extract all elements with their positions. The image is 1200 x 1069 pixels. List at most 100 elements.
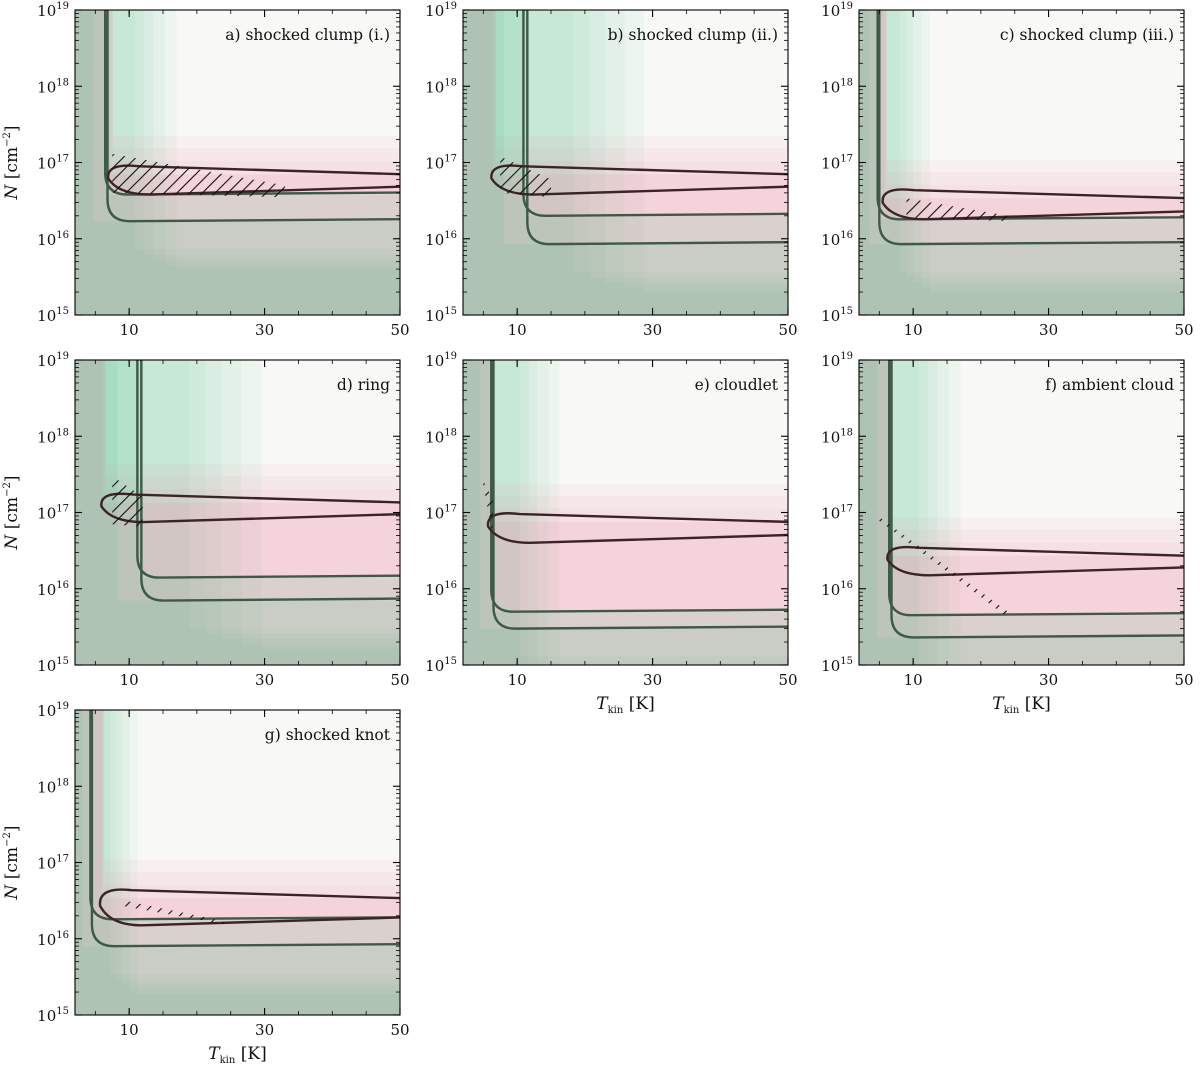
x-label-subscript: kin <box>220 1055 236 1066</box>
x-tick-label: 10 <box>904 671 923 689</box>
green-band-wide <box>463 10 788 315</box>
pink-band-outer <box>463 10 788 315</box>
hatched-region <box>906 198 1008 222</box>
y-tick-exponent: 16 <box>840 580 853 591</box>
green-band-wide <box>75 10 400 315</box>
y-tick-base: 10 <box>821 505 840 523</box>
green-band-outer <box>859 360 1184 665</box>
pink-band-outer <box>75 360 400 665</box>
y-tick-base: 10 <box>821 78 840 96</box>
y-tick-label: 1019 <box>37 701 69 720</box>
green-band-wide <box>463 360 788 665</box>
y-tick-label: 1018 <box>37 777 69 796</box>
green-band-outer <box>859 10 1184 315</box>
pink-band-outer <box>463 10 788 315</box>
pink-band-outer <box>75 710 400 1015</box>
y-tick-base: 10 <box>821 2 840 20</box>
y-tick-label: 1016 <box>821 230 853 249</box>
pink-contour <box>98 888 400 927</box>
y-tick-label: 1015 <box>37 656 69 675</box>
pink-band-core <box>75 10 400 315</box>
y-tick-base: 10 <box>37 155 56 173</box>
plot-area <box>463 360 788 665</box>
y-tick-label: 1018 <box>425 427 457 446</box>
y-tick-base: 10 <box>37 505 56 523</box>
y-tick-base: 10 <box>425 2 444 20</box>
pink-band-outer <box>859 10 1184 315</box>
x-tick-label: 30 <box>643 321 662 339</box>
x-tick-label: 50 <box>1174 321 1193 339</box>
green-band-outer <box>463 10 788 315</box>
x-tick-label: 10 <box>508 671 527 689</box>
y-axis-label: N [cm−2] <box>2 826 22 901</box>
pink-contour <box>886 545 1184 577</box>
x-tick-label: 50 <box>1174 671 1193 689</box>
pink-band-outer <box>75 360 400 665</box>
hatched-region <box>877 515 1008 618</box>
y-tick-label: 1015 <box>37 306 69 325</box>
green-band-outer <box>75 360 400 665</box>
y-tick-exponent: 17 <box>56 154 69 165</box>
y-tick-exponent: 15 <box>56 656 69 667</box>
green-band-wide <box>859 10 1184 315</box>
pink-band-outer <box>463 10 788 315</box>
green-contour-inner <box>103 10 400 196</box>
panel-title: e) cloudlet <box>695 376 779 394</box>
y-tick-exponent: 15 <box>444 656 457 667</box>
hatched-region <box>122 900 224 925</box>
x-tick-label: 10 <box>120 1021 139 1039</box>
x-label-subscript: kin <box>608 705 624 716</box>
y-tick-base: 10 <box>821 155 840 173</box>
green-band-outer <box>859 10 1184 315</box>
y-tick-label: 1016 <box>37 580 69 599</box>
green-band-outer <box>75 710 400 1015</box>
x-tick-label: 50 <box>778 321 797 339</box>
plot-background <box>463 360 788 665</box>
pink-band-core <box>75 360 400 665</box>
green-contour-outer <box>140 360 400 602</box>
green-contour-inner <box>490 360 788 613</box>
y-tick-label: 1016 <box>37 930 69 949</box>
green-contour-inner <box>136 360 400 579</box>
green-contour-outer <box>492 360 788 630</box>
y-label-unit-close: ] <box>2 476 22 483</box>
y-label-symbol: N <box>2 879 22 900</box>
hatched-region <box>481 478 493 536</box>
y-tick-label: 1019 <box>821 1 853 20</box>
y-tick-exponent: 18 <box>56 427 69 438</box>
y-tick-exponent: 16 <box>56 230 69 241</box>
green-contour-outer <box>878 10 1184 246</box>
pink-band-outer <box>75 710 400 1015</box>
pink-band-outer <box>859 360 1184 665</box>
y-tick-label: 1019 <box>821 351 853 370</box>
x-label-unit: [K] <box>1019 694 1050 714</box>
x-tick-label: 10 <box>508 321 527 339</box>
y-tick-label: 1017 <box>821 504 853 523</box>
y-label-unit-exponent: −2 <box>2 132 13 147</box>
y-tick-exponent: 17 <box>444 154 457 165</box>
plot-background <box>463 10 788 315</box>
y-tick-label: 1018 <box>37 77 69 96</box>
panel-title: c) shocked clump (iii.) <box>1000 26 1174 44</box>
y-axis-label: N [cm−2] <box>2 126 22 201</box>
y-tick-base: 10 <box>425 352 444 370</box>
y-tick-base: 10 <box>821 231 840 249</box>
y-tick-base: 10 <box>37 581 56 599</box>
green-band-outer <box>75 360 400 665</box>
pink-band-outer <box>75 10 400 315</box>
y-tick-exponent: 16 <box>444 230 457 241</box>
y-tick-exponent: 16 <box>56 580 69 591</box>
pink-band-outer <box>75 10 400 315</box>
x-tick-label: 30 <box>643 671 662 689</box>
y-tick-base: 10 <box>37 352 56 370</box>
green-band-outer <box>75 710 400 1015</box>
pink-band-core <box>859 360 1184 665</box>
x-label-symbol: T <box>596 694 609 714</box>
y-tick-base: 10 <box>37 855 56 873</box>
hatched-region <box>112 153 285 198</box>
y-label-symbol: N <box>2 529 22 550</box>
